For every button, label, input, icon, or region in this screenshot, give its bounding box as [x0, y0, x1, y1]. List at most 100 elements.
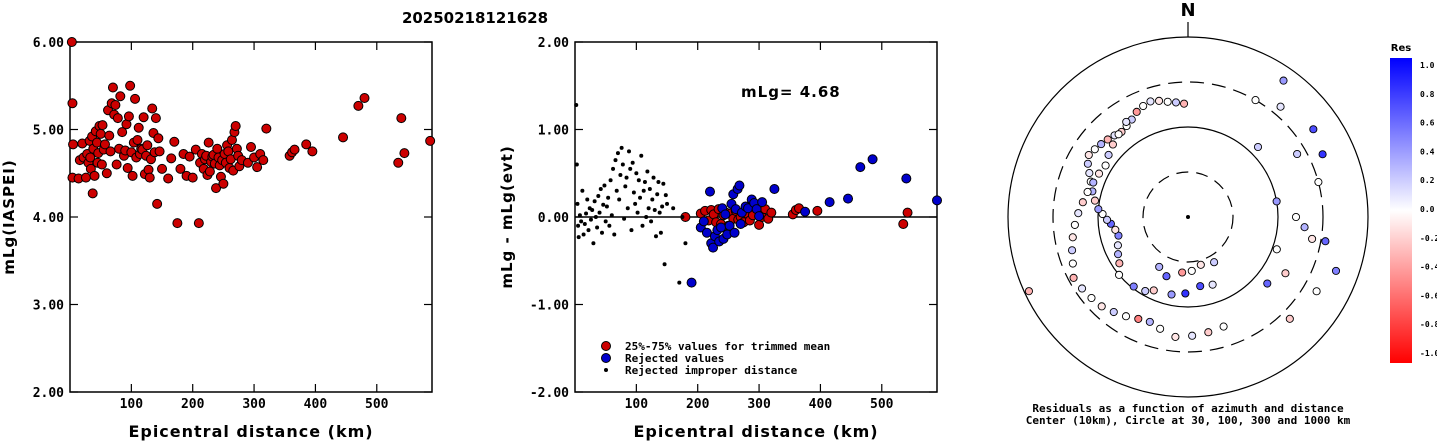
magnitude-point	[133, 122, 144, 133]
magnitude-point	[96, 159, 107, 170]
magnitude-point	[147, 103, 158, 114]
improper-distance-point	[671, 206, 676, 211]
station-residual	[1314, 178, 1323, 187]
station-residual	[1318, 150, 1327, 159]
magnitude-point	[163, 173, 174, 184]
magnitude-point	[184, 151, 195, 162]
station-residual	[1196, 260, 1205, 269]
station-residual	[1094, 169, 1104, 178]
plot1-ytick-label: 6.00	[33, 36, 64, 51]
improper-distance-point	[612, 232, 617, 237]
trimmed-mean-point	[902, 207, 913, 218]
station-residual	[1276, 102, 1285, 111]
mlg-annotation: mLg= 4.68	[741, 83, 841, 101]
rejected-point	[729, 227, 740, 238]
polar-caption-1: Residuals as a function of azimuth and d…	[1032, 402, 1344, 415]
magnitude-point	[110, 100, 121, 110]
plot2-xtick-label: 400	[809, 397, 833, 412]
station-residual	[1024, 287, 1033, 296]
rejected-point	[720, 209, 731, 220]
plot1-xtick-label: 400	[304, 397, 328, 412]
improper-distance-point	[647, 187, 652, 191]
improper-distance-point	[620, 162, 625, 167]
improper-distance-point	[617, 197, 622, 202]
improper-distance-point	[658, 230, 663, 235]
improper-distance-point	[611, 166, 616, 171]
station-residual	[1113, 241, 1122, 250]
magnitude-point	[175, 163, 186, 174]
trimmed-mean-point	[812, 205, 823, 216]
station-residual	[1263, 279, 1272, 288]
magnitude-point	[95, 128, 106, 139]
plot1-ylabel: mLg(IASPEI)	[0, 159, 18, 274]
improper-distance-point	[626, 149, 631, 154]
plot2-ytick-label: 0.00	[538, 211, 569, 226]
magnitude-point	[154, 146, 165, 157]
magnitude-point	[85, 152, 96, 163]
magnitude-point	[127, 170, 138, 181]
magnitude-point	[68, 139, 79, 150]
legend-label: 25%-75% values for trimmed mean	[625, 340, 830, 353]
colorbar-title: Res	[1391, 43, 1411, 54]
improper-distance-point	[663, 193, 668, 198]
station-residual	[1291, 212, 1301, 222]
station-residual	[1272, 197, 1281, 206]
figure-title: 20250218121628	[402, 9, 548, 27]
circle-300km	[1052, 81, 1324, 353]
station-residual	[1115, 270, 1124, 279]
station-residual	[1300, 223, 1309, 232]
colorbar-tick-label: 0.0	[1420, 205, 1435, 214]
magnitude-point	[152, 198, 163, 209]
rejected-point	[724, 220, 735, 231]
north-label: N	[1180, 0, 1195, 21]
legend-marker	[601, 353, 611, 363]
plot2-ytick-label: -2.00	[530, 386, 569, 401]
rejected-point	[704, 186, 715, 197]
station-residual	[1141, 286, 1150, 296]
magnitude-point	[111, 159, 122, 170]
colorbar-tick-label: -1.0	[1420, 349, 1437, 358]
plot2-xtick-label: 100	[625, 397, 649, 412]
rejected-point	[754, 211, 765, 222]
station-residual	[1308, 234, 1317, 243]
plot2-ytick-label: 2.00	[538, 36, 569, 51]
plot1-xtick-label: 300	[242, 397, 266, 412]
improper-distance-point	[623, 184, 628, 189]
plot1-ytick-label: 4.00	[33, 211, 64, 226]
improper-distance-point	[646, 206, 651, 211]
magnitude-point	[157, 163, 168, 174]
improper-distance-point	[634, 171, 639, 176]
colorbar-tick-label: -0.4	[1420, 263, 1437, 272]
magnitude-point	[99, 139, 110, 150]
plot2-xlabel: Epicentral distance (km)	[633, 422, 878, 441]
improper-distance-point	[602, 183, 607, 188]
station-residual	[1219, 322, 1228, 331]
magnitude-point	[396, 113, 407, 124]
plot1-ytick-label: 2.00	[33, 386, 64, 401]
magnitude-point	[104, 130, 115, 141]
station-residual	[1089, 178, 1098, 187]
station-residual	[1074, 209, 1083, 218]
station-residual	[1187, 266, 1196, 275]
colorbar-tick-label: 0.8	[1420, 90, 1435, 99]
azimuth-distance-plot: N Residuals as a function of azimuth and…	[1007, 0, 1369, 427]
magnitude-point	[115, 91, 126, 102]
station-residual	[1171, 98, 1181, 107]
station-residual	[1083, 187, 1092, 197]
station-residual	[1188, 331, 1197, 340]
magnitude-point	[261, 123, 272, 134]
station-residual	[1129, 282, 1138, 291]
improper-distance-point	[635, 210, 640, 215]
plot2-ytick-label: -1.00	[530, 299, 569, 314]
rejected-point	[735, 219, 746, 229]
station-residual	[1309, 125, 1318, 134]
colorbar-tick-label: -0.8	[1420, 320, 1437, 329]
magnitude-point	[138, 112, 149, 123]
circle-100km	[1097, 126, 1279, 308]
station-residual	[1279, 76, 1288, 85]
rejected-point	[932, 195, 942, 206]
magnitude-point	[142, 140, 153, 151]
colorbar-tick-label: 0.2	[1420, 176, 1435, 185]
colorbar-tick-label: -0.6	[1420, 291, 1437, 300]
station-residual	[1090, 196, 1099, 205]
